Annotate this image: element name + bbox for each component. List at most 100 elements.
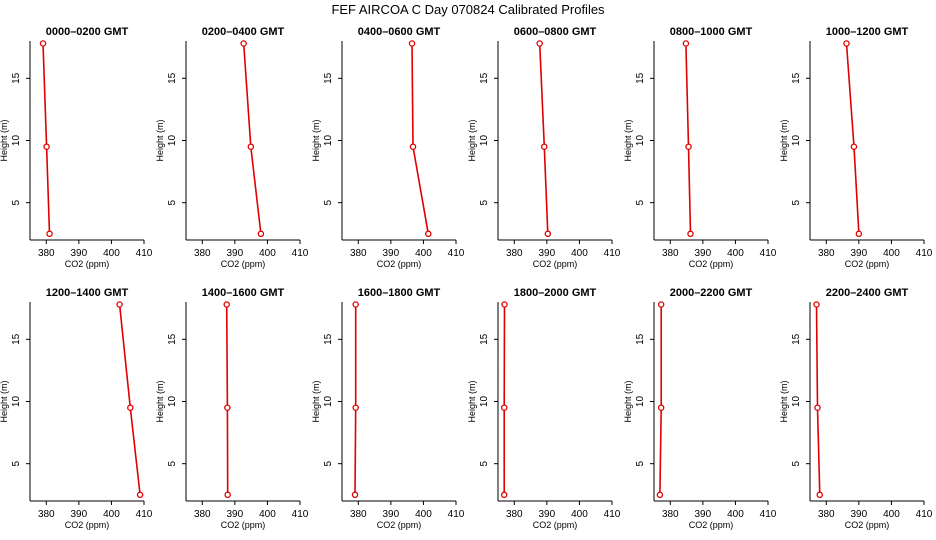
profile-point: [408, 40, 416, 47]
profile-panel: 1000–1200 GMT 380 390 400 410 5 10 15 CO2 (ppm) H…: [779, 26, 933, 269]
y-axis-title: Height (m): [0, 380, 9, 422]
x-tick-label: 390: [71, 509, 88, 520]
y-tick-label: 5: [11, 199, 22, 205]
panel-title: 1800–2000 GMT: [514, 287, 597, 299]
profile-panel: 0800–1000 GMT 380 390 400 410 5 10 15 CO2 (ppm) H…: [623, 26, 777, 269]
y-tick-label: 5: [479, 199, 490, 205]
profile-point: [247, 143, 255, 150]
x-tick-label: 410: [448, 509, 465, 520]
x-tick-label: 390: [227, 248, 244, 259]
x-tick-label: 390: [851, 248, 868, 259]
y-axis-title: Height (m): [311, 119, 321, 161]
y-tick-label: 10: [791, 135, 802, 147]
y-tick-label: 15: [479, 333, 490, 345]
y-axis-title: Height (m): [623, 380, 633, 422]
y-axis-title: Height (m): [155, 119, 165, 161]
x-tick-label: 400: [103, 509, 120, 520]
profile-line: [659, 304, 663, 495]
x-tick-label: 410: [136, 248, 153, 259]
x-tick-label: 400: [883, 509, 900, 520]
x-tick-label: 410: [604, 509, 621, 520]
profile-line: [538, 43, 549, 234]
y-tick-label: 15: [167, 72, 178, 84]
y-tick-label: 10: [167, 135, 178, 147]
x-tick-label: 380: [506, 509, 523, 520]
profile-point: [500, 404, 508, 411]
profile-point: [46, 230, 53, 238]
panel-title: 0800–1000 GMT: [670, 26, 753, 38]
x-tick-label: 390: [695, 248, 712, 259]
x-tick-label: 380: [818, 248, 835, 259]
profile-panel: 2000–2200 GMT 380 390 400 410 5 10 15 CO2 (ppm) H…: [623, 287, 777, 530]
x-tick-label: 410: [760, 248, 777, 259]
profile-panel: 0400–0600 GMT 380 390 400 410 5 10 15 CO2 (ppm) H…: [311, 26, 465, 269]
x-tick-label: 390: [695, 509, 712, 520]
y-tick-label: 10: [167, 396, 178, 408]
profile-point: [500, 491, 508, 499]
panel-title: 1600–1800 GMT: [358, 287, 441, 299]
y-tick-label: 5: [167, 460, 178, 466]
profile-point: [657, 404, 665, 411]
x-tick-label: 400: [727, 509, 744, 520]
profile-panel: 0600–0800 GMT 380 390 400 410 5 10 15 CO2 (ppm) H…: [467, 26, 621, 269]
y-tick-label: 10: [635, 135, 646, 147]
x-tick-label: 390: [539, 248, 556, 259]
x-axis-title: CO2 (ppm): [689, 520, 734, 530]
profile-line: [354, 304, 357, 495]
y-axis-title: Height (m): [311, 380, 321, 422]
x-tick-label: 400: [415, 509, 432, 520]
y-tick-label: 5: [635, 199, 646, 205]
y-tick-label: 15: [635, 72, 646, 84]
profile-panels: 0000–0200 GMT 380 390 400 410 5 10 15 CO2 (ppm) H…: [0, 26, 933, 530]
profile-point: [352, 404, 359, 411]
x-tick-label: 410: [136, 509, 153, 520]
profile-point: [257, 230, 265, 238]
panel-title: 1400–1600 GMT: [202, 287, 285, 299]
y-tick-label: 15: [323, 72, 334, 84]
profile-point: [224, 491, 231, 499]
profile-point: [116, 301, 123, 308]
panel-title: 0200–0400 GMT: [202, 26, 285, 38]
y-axis-title: Height (m): [467, 119, 477, 161]
profile-line: [685, 43, 692, 234]
y-tick-label: 15: [167, 333, 178, 345]
profile-point: [352, 301, 359, 308]
profile-point: [816, 491, 824, 499]
y-tick-label: 5: [635, 460, 646, 466]
y-axis-title: Height (m): [623, 119, 633, 161]
profile-point: [127, 404, 134, 411]
profile-point: [536, 40, 543, 47]
y-tick-label: 15: [791, 333, 802, 345]
y-tick-label: 10: [11, 396, 22, 408]
x-tick-label: 380: [350, 509, 367, 520]
profile-point: [39, 40, 47, 47]
x-tick-label: 380: [350, 248, 367, 259]
y-tick-label: 5: [323, 460, 334, 466]
profile-point: [223, 301, 230, 308]
x-tick-label: 390: [539, 509, 556, 520]
x-tick-label: 380: [38, 248, 55, 259]
y-axis-title: Height (m): [155, 380, 165, 422]
profile-point: [541, 143, 548, 150]
panel-title: 2000–2200 GMT: [670, 287, 753, 299]
y-tick-label: 5: [479, 460, 490, 466]
profile-point: [814, 404, 821, 411]
profile-point: [682, 40, 690, 47]
profile-line: [42, 43, 51, 234]
y-tick-label: 15: [11, 72, 22, 84]
profile-point: [409, 143, 417, 150]
x-tick-label: 410: [292, 509, 309, 520]
profile-panel: 2200–2400 GMT 380 390 400 410 5 10 15 CO2 (ppm) H…: [779, 287, 933, 530]
profile-point: [687, 230, 694, 238]
x-axis-title: CO2 (ppm): [689, 259, 734, 269]
profile-point: [136, 491, 144, 499]
x-tick-label: 410: [760, 509, 777, 520]
y-axis-title: Height (m): [0, 119, 9, 161]
profile-line: [225, 304, 229, 495]
y-tick-label: 10: [479, 135, 490, 147]
panel-title: 0000–0200 GMT: [46, 26, 129, 38]
x-axis-title: CO2 (ppm): [377, 520, 422, 530]
x-tick-label: 400: [415, 248, 432, 259]
profile-point: [351, 491, 359, 499]
x-tick-label: 400: [883, 248, 900, 259]
